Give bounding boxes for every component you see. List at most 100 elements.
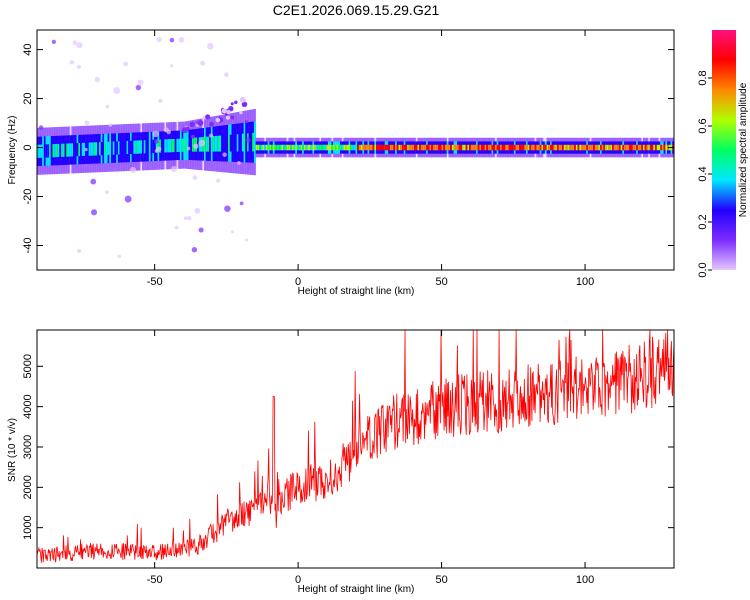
heatmap-cell bbox=[586, 144, 589, 151]
heatmap-cell bbox=[192, 175, 198, 181]
heatmap-cell bbox=[317, 144, 320, 151]
heatmap-cell bbox=[230, 115, 235, 120]
heatmap-cell bbox=[567, 144, 570, 151]
heatmap-cell bbox=[310, 144, 313, 151]
heatmap-cell bbox=[49, 144, 52, 158]
heatmap-cell bbox=[467, 144, 470, 151]
heatmap-cell bbox=[84, 120, 90, 126]
heatmap-cell bbox=[424, 144, 427, 151]
heatmap-cell bbox=[64, 143, 67, 157]
heatmap-cell bbox=[345, 144, 348, 151]
heatmap-cell bbox=[472, 144, 475, 151]
heatmap-cell bbox=[333, 144, 336, 151]
heatmap-cell bbox=[244, 119, 249, 124]
heatmap-cell bbox=[167, 139, 170, 153]
heatmap-cell bbox=[222, 152, 227, 157]
heatmap-cell bbox=[78, 142, 81, 157]
spectrogram-y-tick-label: 0 bbox=[22, 144, 34, 150]
heatmap-cell bbox=[469, 144, 472, 151]
heatmap-cell bbox=[42, 144, 45, 158]
heatmap-cell bbox=[221, 108, 227, 114]
heatmap-cell bbox=[374, 144, 377, 151]
snr-y-tick-label: 4000 bbox=[22, 394, 34, 418]
heatmap-cell bbox=[639, 144, 642, 151]
heatmap-cell bbox=[331, 144, 334, 151]
heatmap-cell bbox=[253, 132, 256, 152]
heatmap-cell bbox=[255, 144, 258, 151]
heatmap-cell bbox=[283, 144, 286, 151]
heatmap-cell bbox=[446, 144, 449, 151]
snr-x-ticks: -50 0 50 100 bbox=[147, 330, 594, 586]
heatmap-cell bbox=[548, 144, 551, 151]
heatmap-cell bbox=[198, 139, 206, 147]
heatmap-cell bbox=[593, 144, 596, 151]
heatmap-cell bbox=[205, 136, 208, 152]
heatmap-cell bbox=[185, 138, 188, 152]
heatmap-cell bbox=[599, 144, 602, 151]
heatmap-cell bbox=[239, 110, 243, 115]
spectrogram-y-tick-label: -40 bbox=[22, 238, 34, 254]
heatmap-cell bbox=[216, 135, 219, 152]
heatmap-cell bbox=[233, 134, 236, 152]
heatmap-cell bbox=[460, 144, 463, 151]
heatmap-cell bbox=[558, 144, 561, 151]
heatmap-cell bbox=[224, 72, 229, 77]
heatmap-cell bbox=[362, 144, 365, 151]
heatmap-cell bbox=[474, 144, 477, 151]
heatmap-cell bbox=[154, 139, 157, 153]
heatmap-cell bbox=[155, 139, 158, 153]
heatmap-cell bbox=[259, 144, 262, 151]
heatmap-cell bbox=[494, 144, 497, 151]
heatmap-cell bbox=[150, 139, 153, 154]
heatmap-cell bbox=[54, 144, 57, 158]
heatmap-cell bbox=[94, 76, 100, 83]
heatmap-cell bbox=[372, 144, 375, 151]
heatmap-cell bbox=[51, 39, 57, 44]
heatmap-cell bbox=[40, 144, 43, 158]
heatmap-cell bbox=[59, 143, 62, 158]
heatmap-cell bbox=[381, 144, 384, 151]
heatmap-cell bbox=[178, 37, 185, 43]
heatmap-cell bbox=[470, 144, 473, 151]
heatmap-cell bbox=[72, 40, 78, 45]
heatmap-cell bbox=[245, 133, 248, 152]
heatmap-cell bbox=[189, 121, 195, 128]
heatmap-cell bbox=[178, 138, 181, 152]
heatmap-cell bbox=[408, 144, 411, 151]
heatmap-cell bbox=[663, 144, 666, 151]
heatmap-cell bbox=[321, 144, 324, 151]
heatmap-cell bbox=[61, 143, 64, 157]
heatmap-cell bbox=[665, 144, 668, 151]
heatmap-cell bbox=[322, 144, 325, 151]
snr-y-label: SNR (10 * v/v) bbox=[7, 418, 18, 482]
heatmap-cell bbox=[231, 134, 234, 152]
spectrogram-x-tick-label: 100 bbox=[576, 276, 594, 288]
spectrogram-y-ticks: -40 -20 0 20 40 bbox=[22, 43, 674, 253]
heatmap-cell bbox=[603, 144, 606, 151]
heatmap-cell bbox=[152, 130, 159, 138]
heatmap-cell bbox=[169, 139, 172, 153]
heatmap-cell bbox=[401, 144, 404, 151]
heatmap-cell bbox=[537, 144, 540, 151]
heatmap-cell bbox=[186, 146, 191, 151]
heatmap-cell bbox=[174, 225, 179, 230]
heatmap-cell bbox=[369, 144, 372, 151]
heatmap-cell bbox=[137, 79, 144, 86]
heatmap-cell bbox=[312, 144, 315, 151]
heatmap-cell bbox=[221, 135, 224, 152]
heatmap-cell bbox=[284, 144, 287, 151]
colorbar-label: Normalized spectral amplitude bbox=[738, 82, 749, 217]
heatmap-cell bbox=[391, 144, 394, 151]
heatmap-cell bbox=[148, 139, 151, 154]
heatmap-cell bbox=[477, 144, 480, 151]
heatmap-cell bbox=[76, 143, 79, 157]
heatmap-cell bbox=[393, 144, 396, 151]
heatmap-cell bbox=[507, 144, 510, 151]
heatmap-cell bbox=[286, 144, 289, 151]
heatmap-cell bbox=[458, 144, 461, 151]
heatmap-cell bbox=[52, 144, 55, 158]
heatmap-cell bbox=[298, 144, 301, 151]
heatmap-cell bbox=[279, 144, 282, 151]
heatmap-cell bbox=[215, 117, 221, 123]
heatmap-cell bbox=[658, 144, 661, 151]
